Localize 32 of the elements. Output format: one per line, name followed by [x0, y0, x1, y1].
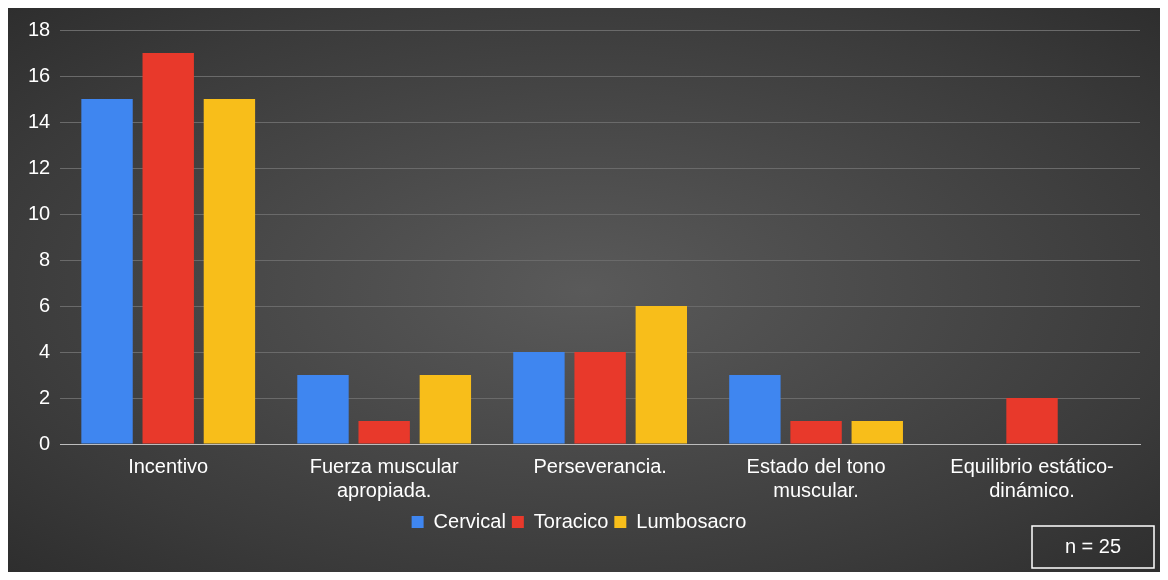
- y-tick-label: 6: [39, 293, 51, 316]
- bar: [203, 99, 256, 444]
- y-tick-label: 0: [39, 431, 51, 454]
- bar: [635, 306, 688, 444]
- bar: [142, 53, 194, 444]
- y-tick-label: 12: [28, 155, 51, 178]
- bar: [358, 421, 410, 444]
- x-tick-label: Fuerza muscular apropiada.: [309, 454, 459, 501]
- bar: [1006, 398, 1058, 444]
- bar: [513, 352, 565, 444]
- y-tick-label: 4: [39, 339, 51, 362]
- bar: [419, 375, 472, 444]
- text: n = 25: [1064, 534, 1122, 557]
- x-tick-label: Perseverancia.: [533, 454, 667, 477]
- bar: [297, 375, 349, 444]
- y-tick-label: 2: [39, 385, 51, 408]
- y-tick-label: 14: [28, 109, 51, 132]
- x-tick-label: Equilibrio estático-dinámico.: [950, 454, 1114, 501]
- bar: [790, 421, 842, 444]
- x-tick-label: Incentivo: [128, 454, 209, 477]
- x-tick-label: Estado del tono muscular.: [746, 454, 886, 501]
- bar: [851, 421, 903, 444]
- bar: [729, 375, 781, 444]
- legend-label: Cervical: [433, 509, 506, 532]
- y-tick-label: 18: [28, 17, 51, 40]
- bar: [81, 99, 133, 444]
- bar: [574, 352, 626, 444]
- y-tick-label: 10: [28, 201, 51, 224]
- y-tick-label: 8: [39, 247, 51, 270]
- legend-label: Toracico: [533, 509, 609, 532]
- y-tick-label: 16: [28, 63, 51, 86]
- legend-label: Lumbosacro: [636, 509, 747, 532]
